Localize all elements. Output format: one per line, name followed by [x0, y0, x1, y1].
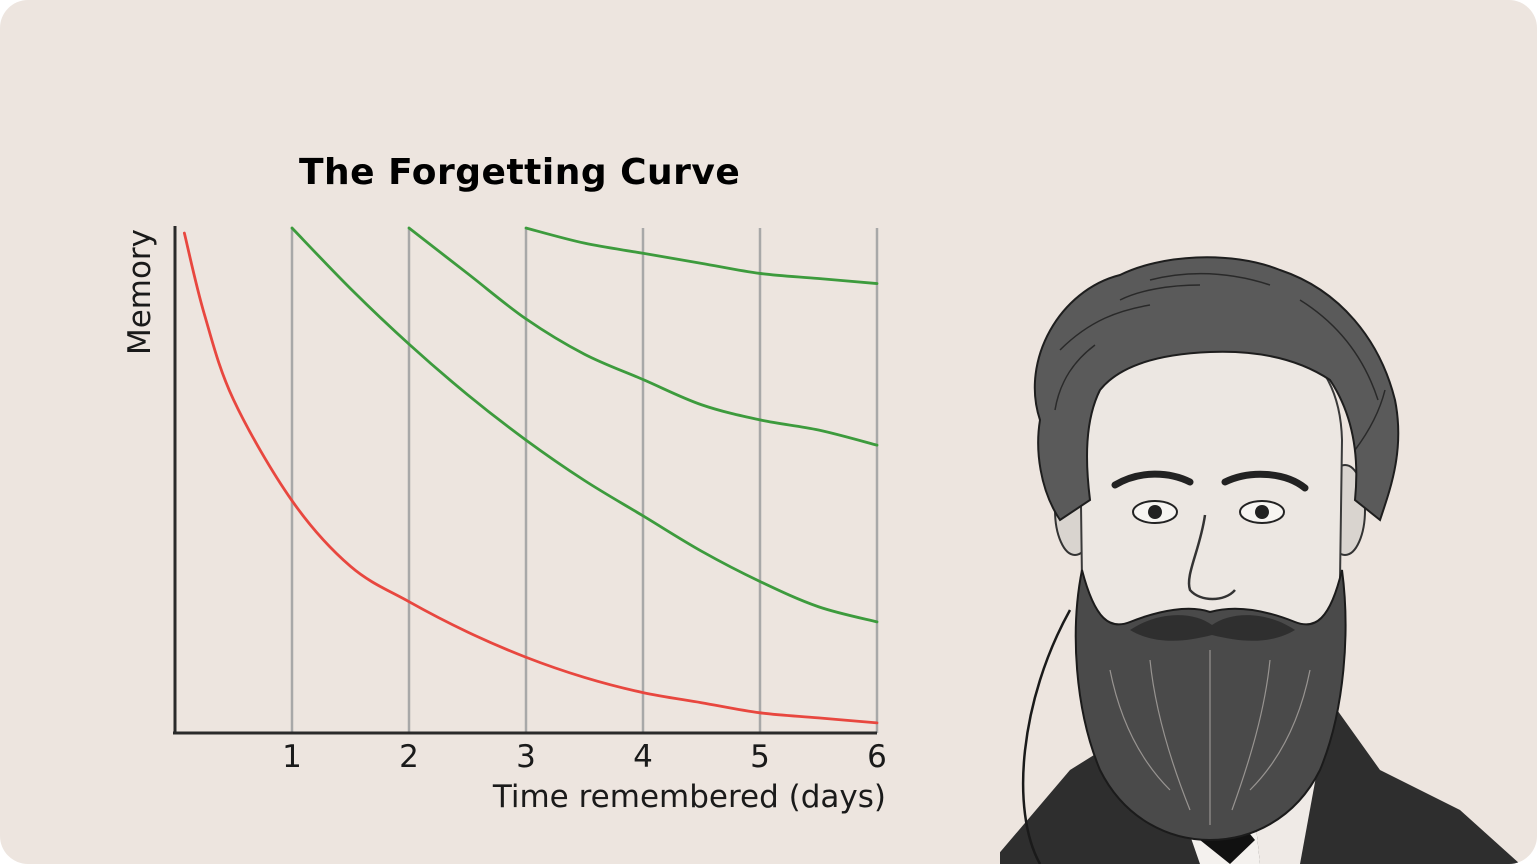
x-tick-label: 5 — [750, 739, 770, 775]
portrait-illustration — [1000, 256, 1520, 864]
series-layer — [182, 226, 879, 725]
x-tick-label: 3 — [516, 739, 536, 775]
tick-layer: 1 2 3 4 5 6 — [282, 739, 887, 775]
chart-title: The Forgetting Curve — [299, 152, 741, 193]
series-line-2 — [407, 226, 879, 447]
series-line-1 — [290, 226, 879, 624]
series-line-3 — [524, 226, 879, 285]
y-axis-label: Memory — [122, 229, 158, 355]
grid-layer — [290, 228, 879, 733]
x-tick-label: 4 — [633, 739, 653, 775]
forgetting-curve-chart: 1 2 3 4 5 6 Memory Time remembered (days) — [122, 226, 887, 815]
axis-layer — [173, 226, 877, 735]
x-tick-label: 6 — [867, 739, 887, 775]
x-tick-label: 2 — [399, 739, 419, 775]
x-tick-label: 1 — [282, 739, 302, 775]
series-line-0 — [182, 231, 879, 725]
x-axis-label: Time remembered (days) — [492, 779, 886, 815]
